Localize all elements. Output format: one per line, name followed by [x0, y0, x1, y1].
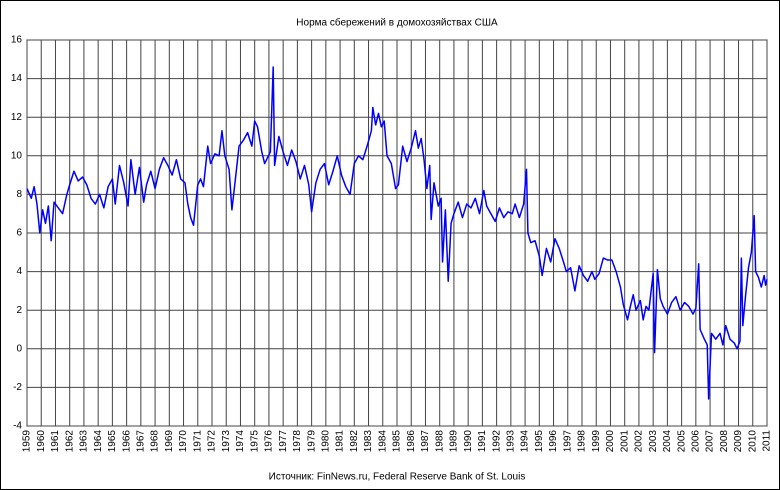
- y-tick-label: -4: [13, 421, 22, 432]
- x-tick-label: 1966: [121, 430, 132, 453]
- x-tick-label: 1964: [93, 430, 104, 453]
- x-tick-label: 1996: [548, 430, 559, 453]
- x-tick-label: 2000: [605, 430, 616, 453]
- x-tick-label: 2008: [719, 430, 730, 453]
- x-tick-label: 1978: [292, 430, 303, 453]
- x-tick-label: 1993: [505, 430, 516, 453]
- y-tick-label: 14: [11, 73, 23, 84]
- x-tick-label: 1998: [577, 430, 588, 453]
- x-tick-label: 2009: [733, 430, 744, 453]
- x-tick-label: 1995: [534, 430, 545, 453]
- y-tick-label: 10: [11, 150, 23, 161]
- x-tick-label: 1976: [264, 430, 275, 453]
- x-tick-label: 2011: [762, 430, 773, 452]
- source: Источник: FinNews.ru, Federal Reserve Ba…: [269, 472, 526, 483]
- x-tick-label: 2006: [690, 430, 701, 453]
- x-tick-label: 1989: [449, 430, 460, 453]
- x-tick-label: 2003: [648, 430, 659, 453]
- y-tick-label: -2: [13, 382, 22, 393]
- x-tick-label: 2005: [676, 430, 687, 453]
- y-tick-label: 2: [16, 305, 22, 316]
- x-tick-label: 1974: [235, 430, 246, 453]
- x-tick-label: 1962: [64, 430, 75, 453]
- x-tick-label: 1977: [278, 430, 289, 453]
- x-tick-label: 1968: [150, 430, 161, 453]
- x-tick-label: 1991: [477, 430, 488, 453]
- x-tick-label: 1973: [221, 430, 232, 453]
- y-tick-label: 4: [16, 266, 22, 277]
- x-tick-label: 1970: [178, 430, 189, 453]
- x-tick-label: 2010: [747, 430, 758, 453]
- x-tick-label: 1967: [135, 430, 146, 453]
- x-tick-label: 1982: [349, 430, 360, 453]
- x-tick-label: 1987: [420, 430, 431, 453]
- x-tick-label: 1988: [434, 430, 445, 453]
- y-tick-label: 16: [11, 35, 23, 46]
- x-tick-label: 1979: [306, 430, 317, 453]
- x-tick-label: 1983: [363, 430, 374, 453]
- x-tick-label: 1980: [320, 430, 331, 453]
- x-tick-label: 1992: [491, 430, 502, 453]
- x-tick-label: 1969: [164, 430, 175, 453]
- x-tick-label: 1971: [192, 430, 203, 453]
- chart-title: Норма сбережений в домохозяйствах США: [296, 17, 498, 29]
- y-tick-label: 12: [11, 112, 23, 123]
- x-tick-label: 2001: [619, 430, 630, 453]
- y-tick-label: 6: [16, 228, 22, 239]
- y-tick-label: 8: [16, 189, 22, 200]
- x-tick-label: 1959: [22, 430, 33, 453]
- x-tick-label: 1984: [377, 430, 388, 453]
- saving-rate-line: [26, 66, 768, 400]
- x-tick-label: 1986: [406, 430, 417, 453]
- x-tick-label: 1981: [335, 430, 346, 453]
- x-tick-label: 1960: [36, 430, 47, 453]
- x-tick-label: 1961: [50, 430, 61, 453]
- x-tick-label: 1972: [207, 430, 218, 453]
- x-tick-label: 1994: [520, 430, 531, 453]
- x-tick-label: 1975: [249, 430, 260, 453]
- x-tick-label: 1963: [79, 430, 90, 453]
- x-tick-label: 1997: [562, 430, 573, 453]
- x-tick-label: 1999: [591, 430, 602, 453]
- x-tick-label: 2004: [662, 430, 673, 453]
- x-tick-label: 2002: [634, 430, 645, 453]
- y-tick-label: 0: [16, 343, 22, 354]
- x-tick-label: 1985: [392, 430, 403, 453]
- x-tick-label: 1990: [463, 430, 474, 453]
- x-tick-label: 2007: [705, 430, 716, 453]
- x-tick-label: 1965: [107, 430, 118, 453]
